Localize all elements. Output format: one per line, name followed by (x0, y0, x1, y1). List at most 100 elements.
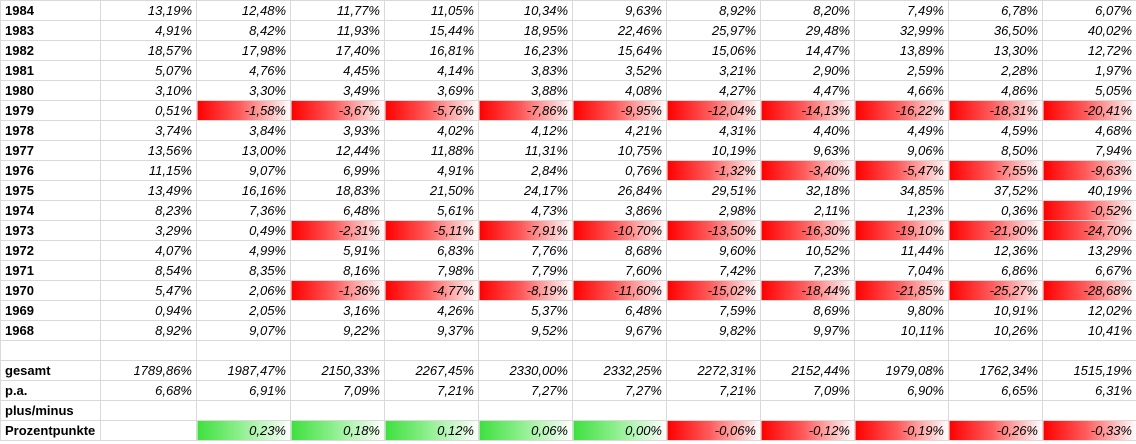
value-cell[interactable]: 0,76% (572, 160, 667, 181)
value-cell[interactable]: 11,93% (290, 20, 385, 41)
value-cell[interactable]: 3,74% (100, 120, 197, 141)
row-label-cell[interactable]: 1969 (0, 300, 101, 321)
value-cell[interactable]: 6,78% (948, 0, 1043, 21)
value-cell[interactable]: -21,85% (854, 280, 949, 301)
value-cell[interactable]: -0,33% (1042, 420, 1136, 441)
value-cell[interactable]: 7,36% (196, 200, 291, 221)
value-cell[interactable]: 1,23% (854, 200, 949, 221)
value-cell[interactable]: 2267,45% (384, 360, 479, 381)
value-cell[interactable]: 7,27% (572, 380, 667, 401)
value-cell[interactable]: 37,52% (948, 180, 1043, 201)
value-cell[interactable]: 6,83% (384, 240, 479, 261)
value-cell[interactable]: -7,86% (478, 100, 573, 121)
value-cell[interactable]: 0,36% (948, 200, 1043, 221)
row-label-cell[interactable]: gesamt (0, 360, 101, 381)
value-cell[interactable]: -21,90% (948, 220, 1043, 241)
value-cell[interactable]: 3,88% (478, 80, 573, 101)
value-cell[interactable]: 10,91% (948, 300, 1043, 321)
row-label-cell[interactable]: Prozentpunkte (0, 420, 101, 441)
value-cell[interactable]: 10,11% (854, 320, 949, 341)
value-cell[interactable]: 3,86% (572, 200, 667, 221)
value-cell[interactable]: 4,02% (384, 120, 479, 141)
value-cell[interactable]: 4,21% (572, 120, 667, 141)
value-cell[interactable]: 8,54% (100, 260, 197, 281)
value-cell[interactable]: -9,63% (1042, 160, 1136, 181)
empty-cell[interactable] (478, 340, 573, 361)
value-cell[interactable] (948, 400, 1043, 421)
value-cell[interactable]: 40,02% (1042, 20, 1136, 41)
value-cell[interactable]: 0,49% (196, 220, 291, 241)
empty-cell[interactable] (948, 340, 1043, 361)
value-cell[interactable]: -24,70% (1042, 220, 1136, 241)
value-cell[interactable]: 11,05% (384, 0, 479, 21)
value-cell[interactable]: 10,52% (760, 240, 855, 261)
value-cell[interactable]: 8,92% (666, 0, 761, 21)
value-cell[interactable]: 26,84% (572, 180, 667, 201)
value-cell[interactable]: 8,92% (100, 320, 197, 341)
value-cell[interactable]: 15,64% (572, 40, 667, 61)
value-cell[interactable]: 10,41% (1042, 320, 1136, 341)
value-cell[interactable]: 3,21% (666, 60, 761, 81)
value-cell[interactable]: 8,23% (100, 200, 197, 221)
value-cell[interactable]: -5,76% (384, 100, 479, 121)
value-cell[interactable]: 16,16% (196, 180, 291, 201)
value-cell[interactable]: 7,42% (666, 260, 761, 281)
value-cell[interactable]: 4,40% (760, 120, 855, 141)
value-cell[interactable]: 2152,44% (760, 360, 855, 381)
value-cell[interactable]: 8,42% (196, 20, 291, 41)
value-cell[interactable]: -5,11% (384, 220, 479, 241)
value-cell[interactable]: 6,48% (290, 200, 385, 221)
value-cell[interactable] (1042, 400, 1136, 421)
value-cell[interactable]: -28,68% (1042, 280, 1136, 301)
empty-cell[interactable] (760, 340, 855, 361)
value-cell[interactable]: 17,98% (196, 40, 291, 61)
value-cell[interactable]: 11,88% (384, 140, 479, 161)
value-cell[interactable]: 5,07% (100, 60, 197, 81)
value-cell[interactable]: 1789,86% (100, 360, 197, 381)
value-cell[interactable]: 29,51% (666, 180, 761, 201)
empty-cell[interactable] (666, 340, 761, 361)
value-cell[interactable]: 11,31% (478, 140, 573, 161)
value-cell[interactable]: 4,91% (100, 20, 197, 41)
empty-cell[interactable] (854, 340, 949, 361)
value-cell[interactable] (760, 400, 855, 421)
value-cell[interactable]: -9,95% (572, 100, 667, 121)
value-cell[interactable]: 0,06% (478, 420, 573, 441)
value-cell[interactable]: 4,27% (666, 80, 761, 101)
value-cell[interactable]: 7,60% (572, 260, 667, 281)
value-cell[interactable]: 18,95% (478, 20, 573, 41)
value-cell[interactable]: -12,04% (666, 100, 761, 121)
value-cell[interactable]: 12,44% (290, 140, 385, 161)
value-cell[interactable]: 4,68% (1042, 120, 1136, 141)
value-cell[interactable]: 3,16% (290, 300, 385, 321)
value-cell[interactable]: 2,98% (666, 200, 761, 221)
value-cell[interactable]: 7,76% (478, 240, 573, 261)
value-cell[interactable]: 12,36% (948, 240, 1043, 261)
row-label-cell[interactable]: 1979 (0, 100, 101, 121)
value-cell[interactable]: -3,67% (290, 100, 385, 121)
value-cell[interactable]: 2,06% (196, 280, 291, 301)
value-cell[interactable]: 2,90% (760, 60, 855, 81)
value-cell[interactable]: -1,32% (666, 160, 761, 181)
value-cell[interactable]: 7,09% (760, 380, 855, 401)
value-cell[interactable]: 4,47% (760, 80, 855, 101)
value-cell[interactable]: -0,06% (666, 420, 761, 441)
value-cell[interactable]: -0,26% (948, 420, 1043, 441)
value-cell[interactable]: 13,19% (100, 0, 197, 21)
row-label-cell[interactable]: 1976 (0, 160, 101, 181)
value-cell[interactable]: 13,89% (854, 40, 949, 61)
value-cell[interactable]: 8,50% (948, 140, 1043, 161)
value-cell[interactable]: 5,91% (290, 240, 385, 261)
value-cell[interactable]: 12,48% (196, 0, 291, 21)
value-cell[interactable]: 10,75% (572, 140, 667, 161)
value-cell[interactable] (196, 400, 291, 421)
value-cell[interactable]: 4,12% (478, 120, 573, 141)
empty-cell[interactable] (196, 340, 291, 361)
value-cell[interactable]: -0,12% (760, 420, 855, 441)
value-cell[interactable]: 8,16% (290, 260, 385, 281)
row-label-cell[interactable]: 1971 (0, 260, 101, 281)
value-cell[interactable]: 6,31% (1042, 380, 1136, 401)
value-cell[interactable]: 5,61% (384, 200, 479, 221)
value-cell[interactable]: 3,69% (384, 80, 479, 101)
value-cell[interactable]: 2,59% (854, 60, 949, 81)
